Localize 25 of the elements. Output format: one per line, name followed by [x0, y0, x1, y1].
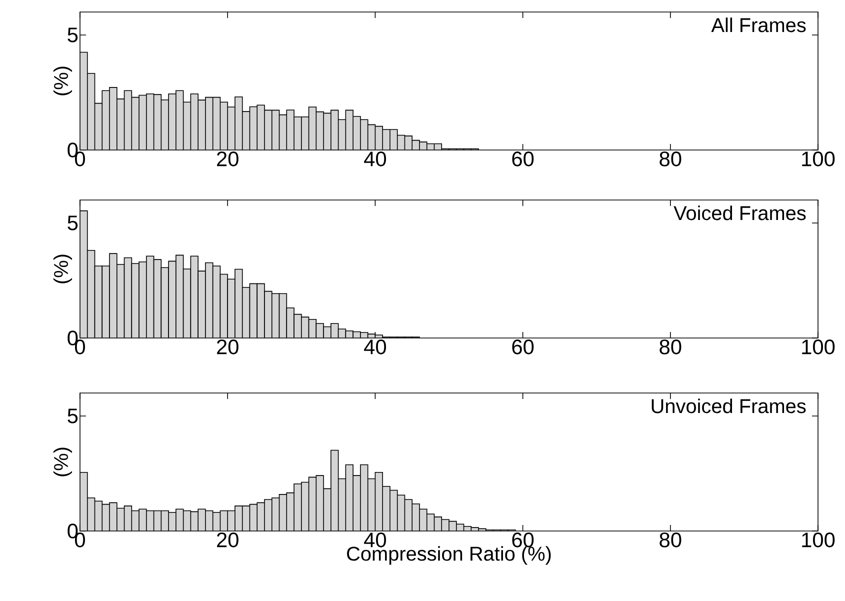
x-tick-label: 80	[660, 532, 682, 548]
x-tick-label: 80	[660, 340, 682, 354]
x-tick-label: 20	[217, 532, 238, 548]
x-tick-label: 100	[802, 152, 835, 166]
x-tick-label: 100	[802, 532, 835, 548]
chart-title: Voiced Frames	[674, 206, 806, 220]
chart-title: All Frames	[711, 18, 806, 32]
y-axis-title: (%)	[53, 254, 72, 284]
x-tick-label: 60	[512, 340, 534, 354]
x-tick-label: 40	[364, 532, 386, 548]
chart-title: Unvoiced Frames	[652, 398, 806, 414]
x-tick-label: 60	[512, 152, 534, 166]
x-axis-title: Compression Ratio (%)	[347, 546, 551, 565]
y-tick-label: 5	[68, 408, 78, 424]
y-axis-title: (%)	[53, 448, 72, 476]
x-tick-label: 40	[364, 152, 386, 166]
x-tick-label: 100	[802, 340, 835, 354]
y-axis-title: (%)	[53, 66, 72, 96]
y-tick-label: 5	[68, 28, 78, 42]
x-tick-label: 60	[512, 532, 534, 548]
x-tick-label: 20	[217, 152, 238, 166]
x-tick-label: 40	[364, 340, 386, 354]
y-tick-label: 5	[68, 216, 78, 230]
x-tick-label: 20	[217, 340, 238, 354]
x-tick-label: 80	[660, 152, 682, 166]
